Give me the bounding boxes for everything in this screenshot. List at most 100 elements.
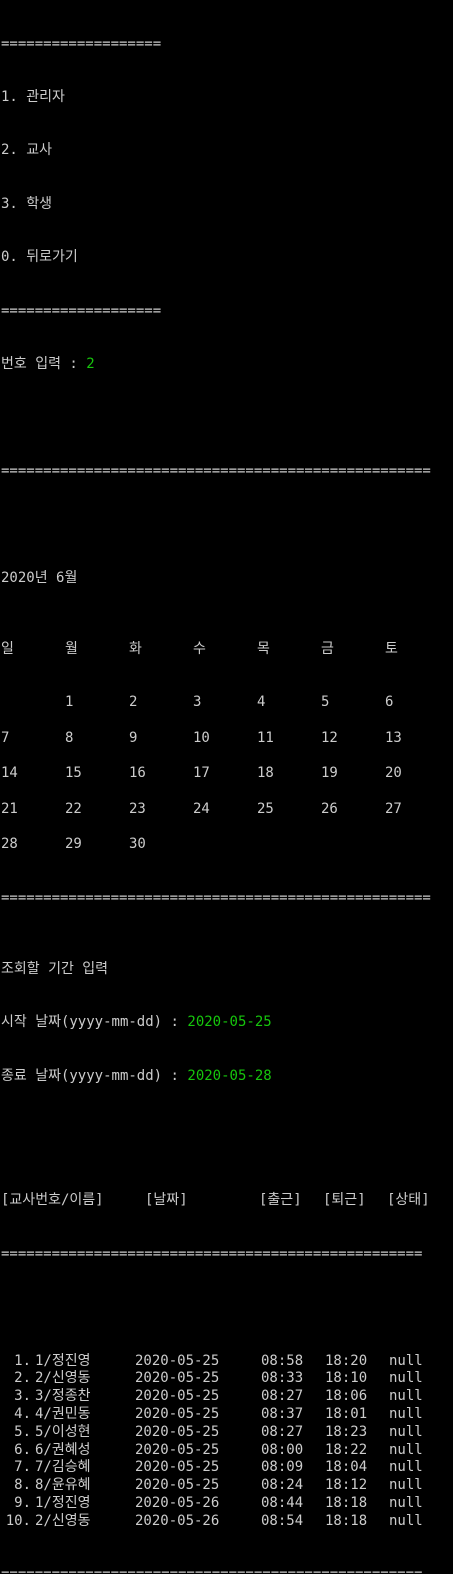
menu-separator-top: =================== (1, 35, 162, 52)
calendar-day (193, 836, 257, 854)
calendar-weekday-row: 일 월 화 수 목 금 토 (1, 641, 453, 659)
calendar-day (1, 694, 65, 712)
period-end-input[interactable]: 2020-05-28 (187, 1067, 272, 1084)
record-status: null (389, 1370, 423, 1387)
record-status: null (389, 1405, 423, 1422)
table-header: [교사번호/이름] [날짜] [출근] [퇴근] [상태] (1, 1192, 453, 1210)
clock-in: 08:24 (261, 1477, 304, 1494)
calendar-weeks: 1 2 3 4 5 6 7 8 9 10 11 12 13 14 15 16 17 18 19 20 21 22 23 24 2… (1, 694, 453, 854)
row-number: 7. (14, 1459, 31, 1476)
record-status: null (389, 1388, 423, 1405)
number-prompt-label: 번호 입력 : (1, 355, 87, 372)
record-status: null (389, 1423, 423, 1440)
calendar-week-row: 28 29 30 (1, 836, 453, 854)
weekday-fri: 금 (321, 640, 334, 657)
teacher-name: 2/신영동 (35, 1512, 91, 1529)
table-row: 1. 1/정진영 2020-05-25 08:58 18:20 null (1, 1353, 453, 1371)
calendar-day: 8 (65, 729, 74, 746)
record-date: 2020-05-25 (135, 1477, 220, 1494)
record-date: 2020-05-25 (135, 1423, 220, 1440)
clock-out: 18:18 (325, 1512, 368, 1529)
clock-out: 18:20 (325, 1352, 368, 1369)
calendar-day: 23 (129, 800, 146, 817)
clock-in: 08:33 (261, 1370, 304, 1387)
calendar-day: 4 (257, 694, 266, 711)
clock-in: 08:09 (261, 1459, 304, 1476)
teacher-name: 1/정진영 (35, 1352, 91, 1369)
calendar-day: 20 (385, 765, 402, 782)
clock-in: 08:00 (261, 1441, 304, 1458)
record-date: 2020-05-25 (135, 1441, 220, 1458)
calendar-day: 30 (129, 836, 146, 853)
row-number: 9. (14, 1494, 31, 1511)
calendar-day (321, 836, 385, 854)
clock-out: 18:23 (325, 1423, 368, 1440)
record-status: null (389, 1477, 423, 1494)
calendar-day: 16 (129, 765, 146, 782)
record-date: 2020-05-26 (135, 1494, 220, 1511)
table-row: 9. 1/정진영 2020-05-26 08:44 18:18 null (1, 1495, 453, 1513)
calendar-day: 19 (321, 765, 338, 782)
period-start-label: 시작 날짜(yyyy-mm-dd) : (1, 1014, 188, 1031)
blank-line (1, 747, 453, 765)
weekday-thu: 목 (257, 640, 270, 657)
record-date: 2020-05-25 (135, 1459, 220, 1476)
clock-out: 18:18 (325, 1494, 368, 1511)
clock-in: 08:58 (261, 1352, 304, 1369)
blank-line (1, 1299, 453, 1317)
clock-in: 08:54 (261, 1512, 304, 1529)
number-input[interactable]: 2 (86, 355, 95, 372)
table-row: 6. 6/권혜성 2020-05-25 08:00 18:22 null (1, 1442, 453, 1460)
clock-out: 18:22 (325, 1441, 368, 1458)
calendar-day: 13 (385, 729, 402, 746)
row-number: 5. (14, 1423, 31, 1440)
record-date: 2020-05-25 (135, 1352, 220, 1369)
clock-out: 18:10 (325, 1370, 368, 1387)
calendar-day: 29 (65, 836, 82, 853)
blank-line (1, 409, 453, 427)
weekday-sun: 일 (1, 640, 14, 657)
blank-line (1, 819, 453, 837)
calendar-day: 18 (257, 765, 274, 782)
calendar-day: 2 (129, 694, 138, 711)
header-date: [날짜] (145, 1192, 188, 1209)
clock-in: 08:37 (261, 1405, 304, 1422)
calendar-day: 21 (1, 800, 18, 817)
row-number: 4. (14, 1405, 31, 1422)
weekday-mon: 월 (65, 640, 78, 657)
clock-in: 08:27 (261, 1388, 304, 1405)
table-row: 3. 3/정종찬 2020-05-25 08:27 18:06 null (1, 1388, 453, 1406)
period-title: 조회할 기간 입력 (1, 961, 109, 978)
calendar-day: 22 (65, 800, 82, 817)
calendar-day (385, 836, 449, 854)
teacher-name: 7/김승혜 (35, 1459, 91, 1476)
period-end: 종료 날짜(yyyy-mm-dd) : 2020-05-28 (1, 1068, 453, 1086)
calendar-day: 14 (1, 765, 18, 782)
table-separator-bottom: ========================================… (1, 1566, 453, 1574)
row-number: 10. (5, 1512, 31, 1529)
blank-line (1, 783, 453, 801)
table-separator-top: ========================================… (1, 1245, 423, 1262)
header-status: [상태] (387, 1192, 430, 1209)
table-row: 10. 2/신영동 2020-05-26 08:54 18:18 null (1, 1513, 453, 1531)
record-status: null (389, 1352, 423, 1369)
teacher-name: 3/정종찬 (35, 1388, 91, 1405)
row-number: 3. (14, 1388, 31, 1405)
weekday-tue: 화 (129, 640, 142, 657)
period-start-input[interactable]: 2020-05-25 (187, 1014, 272, 1031)
calendar-day: 11 (257, 729, 274, 746)
calendar-separator-bottom: ========================================… (1, 889, 431, 906)
calendar-week-row: 21 22 23 24 25 26 27 (1, 801, 453, 819)
record-date: 2020-05-26 (135, 1512, 220, 1529)
table-row: 7. 7/김승혜 2020-05-25 08:09 18:04 null (1, 1459, 453, 1477)
period-start: 시작 날짜(yyyy-mm-dd) : 2020-05-25 (1, 1014, 453, 1032)
teacher-name: 6/권혜성 (35, 1441, 91, 1458)
clock-out: 18:06 (325, 1388, 368, 1405)
number-prompt: 번호 입력 : 2 (1, 356, 453, 374)
table-row: 2. 2/신영동 2020-05-25 08:33 18:10 null (1, 1370, 453, 1388)
blank-line (1, 1121, 453, 1139)
calendar-day (257, 836, 321, 854)
header-in: [출근] (259, 1192, 302, 1209)
record-status: null (389, 1441, 423, 1458)
